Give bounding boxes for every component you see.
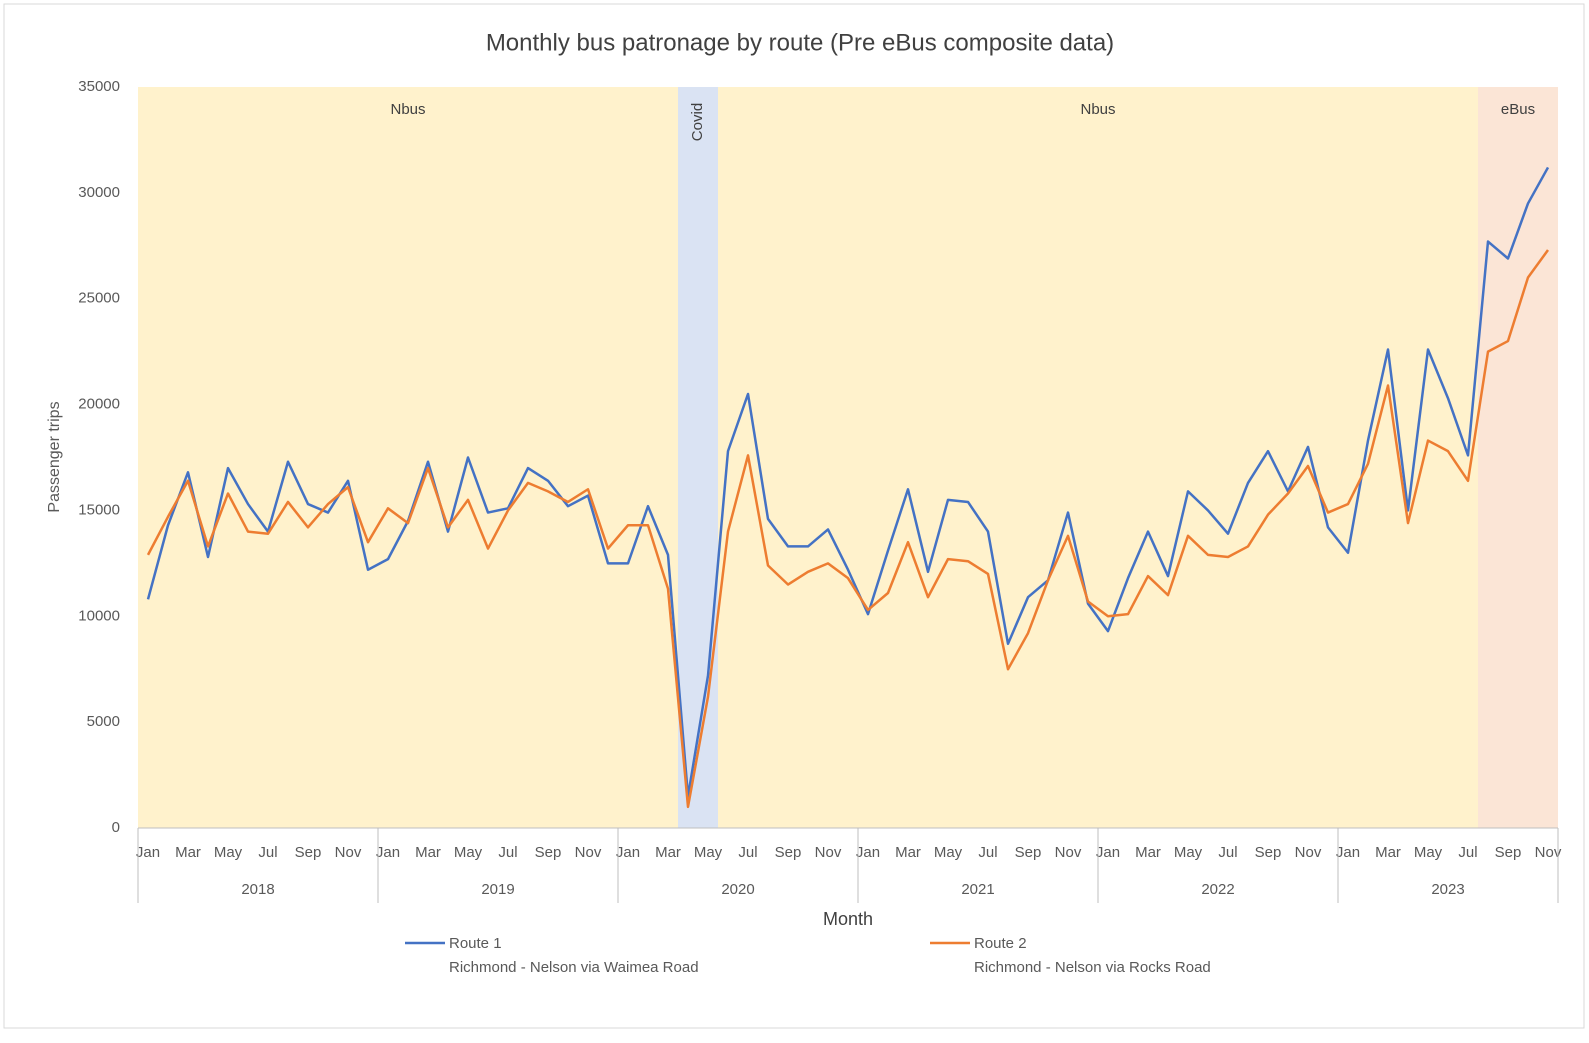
period-label: eBus	[1501, 101, 1535, 118]
period-band	[678, 87, 718, 828]
x-group-label: 2023	[1431, 881, 1464, 898]
x-tick-label: Jul	[1458, 844, 1477, 861]
x-tick-label: May	[934, 844, 963, 861]
x-tick-label: Mar	[655, 844, 681, 861]
period-label: Nbus	[1080, 101, 1115, 118]
x-tick-label: Mar	[1375, 844, 1401, 861]
x-tick-label: Sep	[1255, 844, 1282, 861]
x-tick-label: Jul	[978, 844, 997, 861]
period-band	[138, 87, 678, 828]
x-tick-label: Jan	[136, 844, 160, 861]
y-tick-label: 25000	[78, 290, 120, 307]
period-label: Covid	[689, 103, 706, 141]
y-tick-label: 10000	[78, 607, 120, 624]
x-tick-label: Mar	[895, 844, 921, 861]
x-tick-label: Jan	[1096, 844, 1120, 861]
y-tick-label: 30000	[78, 184, 120, 201]
x-tick-label: Sep	[535, 844, 562, 861]
period-band	[718, 87, 1478, 828]
x-tick-label: Mar	[1135, 844, 1161, 861]
x-tick-label: Nov	[1295, 844, 1322, 861]
x-axis-label: Month	[823, 909, 873, 929]
y-tick-label: 20000	[78, 396, 120, 413]
x-tick-label: Nov	[1055, 844, 1082, 861]
legend-description: Richmond - Nelson via Rocks Road	[974, 959, 1211, 976]
x-tick-label: Mar	[415, 844, 441, 861]
x-tick-label: May	[214, 844, 243, 861]
x-tick-label: Jan	[856, 844, 880, 861]
x-tick-label: May	[1174, 844, 1203, 861]
x-tick-label: Jan	[1336, 844, 1360, 861]
x-tick-label: Jul	[258, 844, 277, 861]
x-tick-label: Jul	[1218, 844, 1237, 861]
x-tick-label: May	[454, 844, 483, 861]
x-tick-label: Mar	[175, 844, 201, 861]
x-group-label: 2022	[1201, 881, 1234, 898]
x-tick-label: Sep	[1015, 844, 1042, 861]
x-tick-label: Sep	[295, 844, 322, 861]
x-group-label: 2019	[481, 881, 514, 898]
x-group-label: 2020	[721, 881, 754, 898]
x-tick-label: Jan	[616, 844, 640, 861]
x-tick-label: Jan	[376, 844, 400, 861]
x-group-label: 2021	[961, 881, 994, 898]
y-tick-label: 0	[112, 819, 120, 836]
chart-title: Monthly bus patronage by route (Pre eBus…	[486, 29, 1114, 56]
x-tick-label: Nov	[575, 844, 602, 861]
legend-description: Richmond - Nelson via Waimea Road	[449, 959, 699, 976]
x-tick-label: Nov	[1535, 844, 1562, 861]
x-tick-label: Jul	[738, 844, 757, 861]
x-group-label: 2018	[241, 881, 274, 898]
x-tick-label: Jul	[498, 844, 517, 861]
x-tick-label: May	[1414, 844, 1443, 861]
period-band	[1478, 87, 1558, 828]
line-series	[146, 166, 1550, 798]
y-tick-label: 15000	[78, 501, 120, 518]
y-tick-label: 5000	[87, 713, 120, 730]
x-tick-label: Sep	[775, 844, 802, 861]
y-axis-label: Passenger trips	[46, 401, 63, 512]
x-tick-label: May	[694, 844, 723, 861]
legend-label: Route 2	[974, 935, 1027, 952]
y-tick-label: 35000	[78, 78, 120, 95]
x-tick-label: Nov	[815, 844, 842, 861]
x-tick-label: Nov	[335, 844, 362, 861]
line-series	[146, 249, 1550, 809]
period-label: Nbus	[390, 101, 425, 118]
legend-label: Route 1	[449, 935, 502, 952]
x-tick-label: Sep	[1495, 844, 1522, 861]
